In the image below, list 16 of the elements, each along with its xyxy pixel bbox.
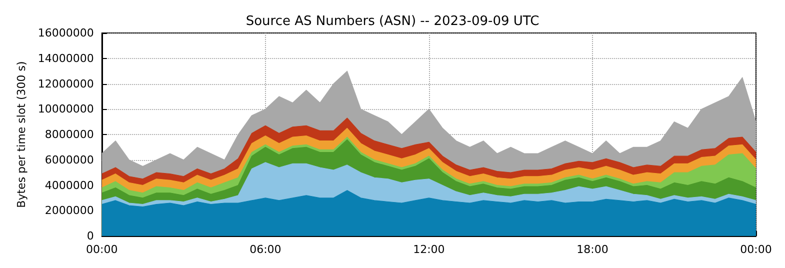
x-tick-label: 00:00 [86, 243, 118, 256]
y-tick-label: 10000000 [38, 102, 94, 116]
chart-title: Source AS Numbers (ASN) -- 2023-09-09 UTC [246, 14, 540, 29]
x-tick-label: 06:00 [250, 243, 282, 256]
x-tick-label: 12:00 [413, 243, 445, 256]
y-axis-title: Bytes per time slot (300 s) [15, 61, 28, 208]
x-tick-label: 18:00 [576, 243, 608, 256]
y-tick-label: 6000000 [44, 153, 94, 166]
x-tick-label: 00:00 [740, 243, 772, 256]
y-tick-label: 0 [86, 230, 94, 242]
y-tick-label: 14000000 [38, 52, 94, 65]
y-tick-label: 4000000 [44, 178, 94, 192]
y-tick-label: 2000000 [44, 204, 94, 218]
y-tick-label: 8000000 [44, 128, 94, 141]
y-tick-label: 16000000 [38, 26, 94, 40]
y-tick-label: 12000000 [38, 77, 94, 90]
